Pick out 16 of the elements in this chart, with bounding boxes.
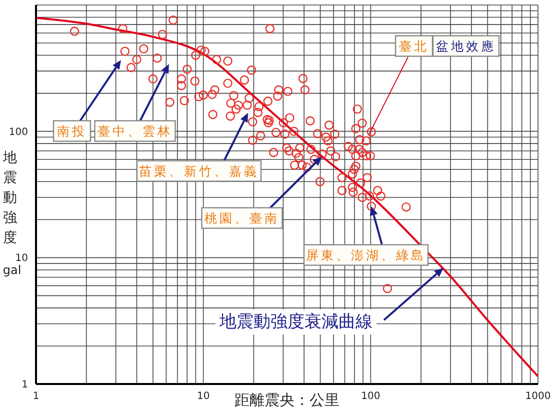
y-tick-label: 10	[15, 253, 28, 264]
annotation: 臺北	[399, 38, 429, 54]
annotation: 桃園、臺南	[204, 210, 280, 226]
annotation: 屏東、澎湖、綠島	[306, 248, 426, 262]
x-tick-label: 100	[361, 391, 380, 402]
x-tick-label: 1	[32, 391, 40, 402]
annotation: 臺中、雲林	[98, 124, 172, 138]
annotation: 苗栗、新竹、嘉義	[139, 164, 259, 178]
x-tick-label: 1000	[525, 391, 551, 402]
y-tick-label: 1	[22, 380, 28, 391]
x-axis-title: 距離震央：公里	[234, 391, 340, 409]
annotation: 南投	[57, 124, 87, 138]
x-tick-label: 10	[196, 391, 210, 402]
annotation: 地震動強度衰減曲線	[218, 312, 372, 332]
annotation: 盆地效應	[436, 38, 496, 54]
y-tick-label: 100	[8, 126, 28, 138]
